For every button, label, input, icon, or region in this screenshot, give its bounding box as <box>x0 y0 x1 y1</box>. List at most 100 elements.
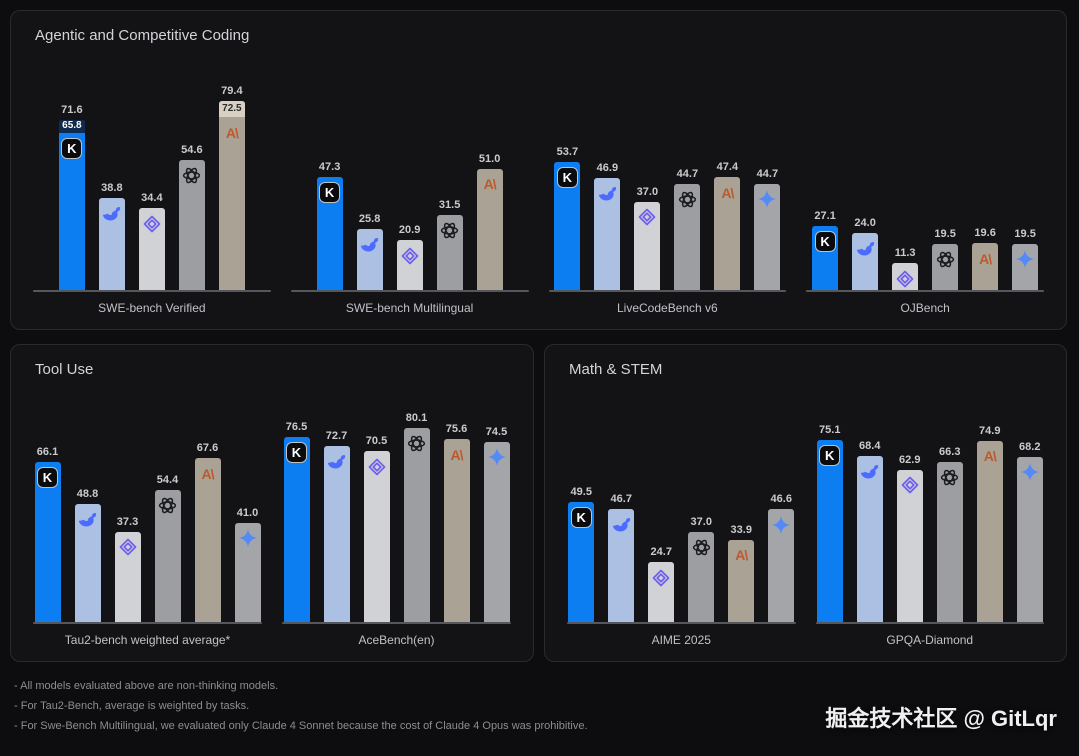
bar-gemini: 46.6 <box>764 493 798 622</box>
bars: 49.5 K 46.7 24.7 37.0 33.9 A\ 46.6 <box>564 404 798 622</box>
bar-rect <box>932 243 959 290</box>
bar-value-label: 44.7 <box>756 167 779 180</box>
bar-anthropic: 33.9 A\ <box>724 524 758 622</box>
anthropic-icon: A\ <box>225 124 239 141</box>
bar-openai: 31.5 <box>433 199 467 290</box>
watermark: 掘金技术社区 @ GitLqr <box>825 706 1057 731</box>
charts-row: 49.5 K 46.7 24.7 37.0 33.9 A\ 46.6 AIME 2025 75.1… <box>545 378 1066 661</box>
bar-value-label: 66.3 <box>939 445 961 458</box>
bar-value-label: 47.3 <box>318 161 341 174</box>
bar-qwen: 70.5 <box>360 435 394 622</box>
panel-math-stem: Math & STEM 49.5 K 46.7 24.7 37.0 33.9 A\ 46.6 AI… <box>544 344 1067 662</box>
bar-rect <box>852 232 879 290</box>
bar-rect <box>363 451 390 622</box>
group-label: SWE-bench Verified <box>98 301 206 315</box>
kimi-k-icon: K <box>570 507 592 529</box>
axis-line <box>548 290 787 292</box>
bar-rect <box>138 208 165 290</box>
bars: 53.7 K 46.9 37.0 44.7 47.4 A\ 44.7 <box>550 76 784 290</box>
bar-rect <box>674 183 701 290</box>
chart-group-tau2-bench-weighted-average: 66.1 K 48.8 37.3 54.4 67.6 A\ 41.0 Tau2-bench we… <box>23 404 272 647</box>
bars: 76.5 K 72.7 70.5 80.1 75.6 A\ 74.5 <box>280 404 514 622</box>
bar-rect <box>178 160 205 290</box>
group-label: LiveCodeBench v6 <box>617 301 718 315</box>
bar-rect <box>754 183 781 290</box>
bar-value-label: 68.4 <box>859 440 881 453</box>
bar-rect <box>114 531 141 622</box>
qwen-icon <box>637 207 657 228</box>
anthropic-icon: A\ <box>979 250 992 267</box>
bar-rect <box>1016 456 1043 622</box>
openai-icon <box>439 220 460 241</box>
group-label: GPQA-Diamond <box>886 633 974 647</box>
bar-rect: K <box>816 440 843 622</box>
bar-kimi: 53.7 K <box>550 146 584 290</box>
kimi-k-icon: K <box>61 138 83 160</box>
bar-rect <box>594 178 621 290</box>
qwen-icon <box>900 475 920 496</box>
bar-value-label: 37.0 <box>690 516 712 529</box>
openai-icon <box>691 537 712 558</box>
bar-openai: 44.7 <box>670 168 704 290</box>
bars: 47.3 K 25.8 20.9 31.5 51.0 A\ <box>313 76 507 290</box>
axis-line <box>33 290 271 292</box>
bar-qwen: 11.3 <box>888 247 922 290</box>
deepseek-whale-icon <box>77 509 98 530</box>
deepseek-whale-icon <box>326 451 347 472</box>
bar-rect <box>98 197 125 290</box>
bar-value-label: 53.7 <box>556 146 579 159</box>
bar-value-label: 24.0 <box>854 216 876 229</box>
anthropic-icon: A\ <box>735 547 748 564</box>
bar-value-label: 54.4 <box>156 474 179 487</box>
bar-rect: K <box>34 462 61 622</box>
chart-group-swe-bench-verified: 71.6 65.8 K 38.8 34.4 54.6 79.4 72.5 A\ SWE-bench… <box>23 76 281 315</box>
panel-tool-use: Tool Use 66.1 K 48.8 37.3 54.4 67.6 A\ 41.0 Tau2-… <box>10 344 534 662</box>
bar-value-label: 76.5 <box>285 420 308 433</box>
footnote-non-thinking: - All models evaluated above are non-thi… <box>14 680 279 692</box>
bar-rect <box>768 509 795 622</box>
charts-row: 66.1 K 48.8 37.3 54.4 67.6 A\ 41.0 Tau2-bench we… <box>11 378 533 661</box>
bar-value-label: 46.6 <box>770 493 792 506</box>
bar-value-label: 62.9 <box>899 453 921 466</box>
bar-rect: A\ <box>476 168 503 290</box>
bar-value-label: 47.4 <box>716 161 739 174</box>
anthropic-icon: A\ <box>721 184 734 201</box>
bar-value-label: 67.6 <box>196 442 219 455</box>
bar-value-label: 37.3 <box>116 515 139 528</box>
bar-rect: 65.8 K <box>58 119 85 290</box>
bar-rect <box>234 522 261 622</box>
bar-qwen: 37.3 <box>111 516 145 622</box>
group-label: SWE-bench Multilingual <box>345 301 474 315</box>
footnote-tau2: - For Tau2-Bench, average is weighted by… <box>14 700 250 712</box>
qwen-icon <box>142 213 162 234</box>
bar-gemini: 44.7 <box>750 168 784 290</box>
kimi-k-icon: K <box>819 445 841 467</box>
bar-value-label: 31.5 <box>438 199 461 212</box>
bar-rect <box>1012 243 1039 290</box>
footnotes: - All models evaluated above are non-thi… <box>14 680 588 740</box>
qwen-icon <box>118 537 138 558</box>
bar-anthropic: 51.0 A\ <box>473 153 507 290</box>
bar-rect: K <box>812 225 839 290</box>
bar-value-label: 46.7 <box>610 493 632 505</box>
bar-value-label: 19.5 <box>934 227 956 240</box>
bar-rect <box>483 441 510 622</box>
axis-line <box>290 290 529 292</box>
openai-icon <box>157 495 178 516</box>
bar-deepseek: 68.4 <box>853 440 887 622</box>
bar-value-label: 46.9 <box>596 162 619 175</box>
axis-line <box>806 290 1044 292</box>
bar-kimi: 27.1 K <box>808 210 842 290</box>
openai-icon <box>935 249 956 270</box>
chart-group-gpqa-diamond: 75.1 K 68.4 62.9 66.3 74.9 A\ 68.2 GPQA-Diamond <box>806 404 1055 647</box>
kimi-k-icon: K <box>814 230 836 252</box>
qwen-icon <box>367 456 387 477</box>
bar-rect: K <box>568 502 595 622</box>
bar-value-label: 34.4 <box>141 192 163 205</box>
bar-value-label: 33.9 <box>730 523 752 536</box>
qwen-icon <box>651 567 671 588</box>
kimi-k-icon: K <box>286 441 307 463</box>
bar-gemini: 74.5 <box>480 426 514 622</box>
gemini-star-icon <box>238 528 258 549</box>
bar-gemini: 41.0 <box>231 507 265 622</box>
